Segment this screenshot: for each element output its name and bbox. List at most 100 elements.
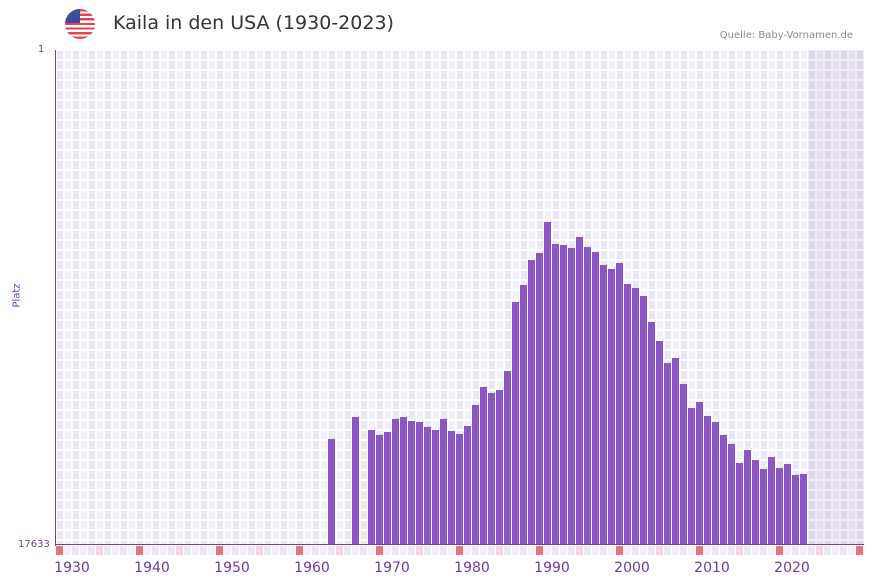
- bar-2004[interactable]: [648, 322, 655, 545]
- bar-1967[interactable]: [352, 416, 359, 545]
- bar-1964[interactable]: [328, 438, 335, 545]
- year-marker: [440, 546, 447, 555]
- bar-2005[interactable]: [656, 341, 663, 545]
- bar-1978[interactable]: [440, 419, 447, 545]
- x-tick-label: 1940: [134, 560, 170, 576]
- year-marker: [488, 546, 495, 555]
- bar-2015[interactable]: [736, 463, 743, 545]
- bar-2002[interactable]: [632, 288, 639, 545]
- bar-2008[interactable]: [680, 383, 687, 545]
- bar-2018[interactable]: [760, 469, 767, 545]
- bar-2023[interactable]: [800, 474, 807, 545]
- bar-1987[interactable]: [512, 301, 519, 545]
- bar-2022[interactable]: [792, 475, 799, 545]
- bar-2016[interactable]: [744, 450, 751, 545]
- bar-2006[interactable]: [664, 362, 671, 545]
- year-marker: [656, 546, 663, 555]
- bar-1990[interactable]: [536, 253, 543, 545]
- year-marker: [560, 546, 567, 555]
- year-marker: [264, 546, 271, 555]
- flag-canton: [65, 9, 80, 23]
- bar-2001[interactable]: [624, 283, 631, 545]
- year-marker: [624, 546, 631, 555]
- bar-2000[interactable]: [616, 262, 623, 545]
- bar-1997[interactable]: [592, 251, 599, 545]
- year-marker: [600, 546, 607, 555]
- year-marker: [352, 546, 359, 555]
- year-marker: [128, 546, 135, 555]
- bar-1985[interactable]: [496, 390, 503, 545]
- year-marker: [496, 546, 503, 555]
- bar-2017[interactable]: [752, 460, 759, 545]
- bar-1974[interactable]: [408, 420, 415, 545]
- bar-2019[interactable]: [768, 457, 775, 545]
- bar-1984[interactable]: [488, 393, 495, 545]
- bar-1977[interactable]: [432, 430, 439, 545]
- bar-1994[interactable]: [568, 248, 575, 545]
- year-marker: [832, 546, 839, 555]
- bar-1999[interactable]: [608, 269, 615, 545]
- bar-1993[interactable]: [560, 245, 567, 545]
- bar-2021[interactable]: [784, 464, 791, 545]
- bar-1980[interactable]: [456, 433, 463, 545]
- year-marker: [784, 546, 791, 555]
- year-marker: [192, 546, 199, 555]
- bar-1971[interactable]: [384, 432, 391, 545]
- year-marker: [616, 546, 623, 555]
- year-marker: [632, 546, 639, 555]
- bar-2011[interactable]: [704, 416, 711, 545]
- year-marker: [80, 546, 87, 555]
- bar-2010[interactable]: [696, 401, 703, 545]
- bar-2007[interactable]: [672, 357, 679, 545]
- year-marker: [96, 546, 103, 555]
- x-tick-label: 1990: [534, 560, 570, 576]
- year-marker: [856, 546, 863, 555]
- bar-1986[interactable]: [504, 370, 511, 545]
- y-tick-top: 1: [38, 44, 45, 55]
- x-tick-label: 1960: [294, 560, 330, 576]
- year-marker: [648, 546, 655, 555]
- x-tick-label: 1970: [374, 560, 410, 576]
- y-axis-line: [55, 50, 56, 546]
- bar-1981[interactable]: [464, 425, 471, 545]
- bar-1989[interactable]: [528, 259, 535, 545]
- year-marker: [744, 546, 751, 555]
- year-marker: [824, 546, 831, 555]
- bar-2014[interactable]: [728, 444, 735, 545]
- year-marker: [248, 546, 255, 555]
- year-marker: [168, 546, 175, 555]
- bar-2003[interactable]: [640, 296, 647, 545]
- year-marker: [688, 546, 695, 555]
- chart-title: Kaila in den USA (1930-2023): [113, 12, 394, 34]
- bar-2013[interactable]: [720, 435, 727, 545]
- year-marker: [520, 546, 527, 555]
- bar-1996[interactable]: [584, 246, 591, 545]
- source-link[interactable]: Quelle: Baby-Vornamen.de: [719, 30, 853, 41]
- bar-1992[interactable]: [552, 243, 559, 545]
- bar-2009[interactable]: [688, 407, 695, 545]
- bar-1969[interactable]: [368, 430, 375, 545]
- bar-1975[interactable]: [416, 422, 423, 545]
- year-marker: [328, 546, 335, 555]
- year-marker: [232, 546, 239, 555]
- bar-1991[interactable]: [544, 221, 551, 545]
- bar-1983[interactable]: [480, 386, 487, 545]
- year-marker: [768, 546, 775, 555]
- year-marker: [480, 546, 487, 555]
- bar-1970[interactable]: [376, 435, 383, 545]
- bar-1976[interactable]: [424, 427, 431, 545]
- year-marker: [216, 546, 223, 555]
- bar-1988[interactable]: [520, 285, 527, 545]
- bar-1972[interactable]: [392, 419, 399, 545]
- bar-2020[interactable]: [776, 468, 783, 545]
- year-marker: [664, 546, 671, 555]
- bar-1973[interactable]: [400, 416, 407, 545]
- year-marker: [400, 546, 407, 555]
- bar-1995[interactable]: [576, 237, 583, 545]
- year-marker: [472, 546, 479, 555]
- year-marker: [280, 546, 287, 555]
- bar-1982[interactable]: [472, 404, 479, 545]
- bar-1979[interactable]: [448, 430, 455, 545]
- bar-2012[interactable]: [712, 422, 719, 545]
- bar-1998[interactable]: [600, 264, 607, 545]
